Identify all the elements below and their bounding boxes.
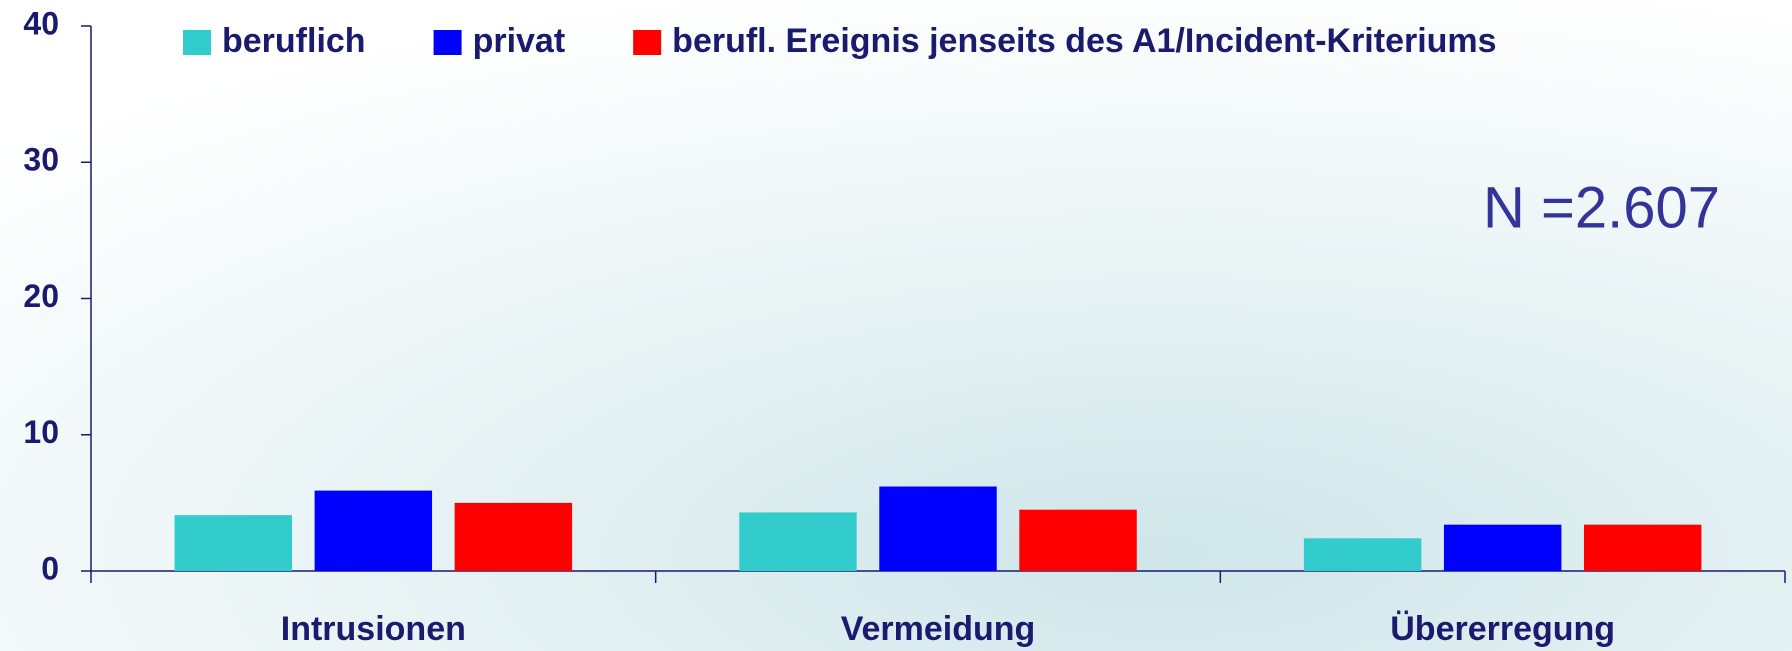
- y-tick-label: 40: [23, 5, 59, 41]
- y-tick-label: 0: [41, 550, 59, 586]
- bar: [174, 515, 293, 571]
- legend-swatch: [183, 30, 211, 55]
- x-tick-label: Übererregung: [1390, 610, 1615, 648]
- x-tick-label: Intrusionen: [281, 610, 466, 648]
- bar: [1583, 524, 1702, 571]
- y-tick-label: 20: [23, 278, 59, 314]
- bar: [739, 512, 857, 571]
- legend-label: berufl. Ereignis jenseits des A1/Inciden…: [672, 22, 1496, 60]
- bar: [1303, 538, 1422, 571]
- x-tick-label: Vermeidung: [841, 610, 1036, 648]
- legend-swatch: [433, 30, 462, 55]
- legend-label: privat: [473, 22, 566, 60]
- bar: [454, 502, 573, 571]
- y-tick-label: 30: [23, 142, 59, 178]
- bar: [1019, 509, 1137, 571]
- y-tick-label: 10: [23, 414, 59, 450]
- legend-label: beruflich: [222, 22, 366, 60]
- annotation: N =2.607: [1483, 175, 1720, 240]
- legend-swatch: [633, 30, 662, 55]
- bar: [314, 490, 433, 571]
- bar: [879, 486, 997, 571]
- bar: [1443, 524, 1562, 571]
